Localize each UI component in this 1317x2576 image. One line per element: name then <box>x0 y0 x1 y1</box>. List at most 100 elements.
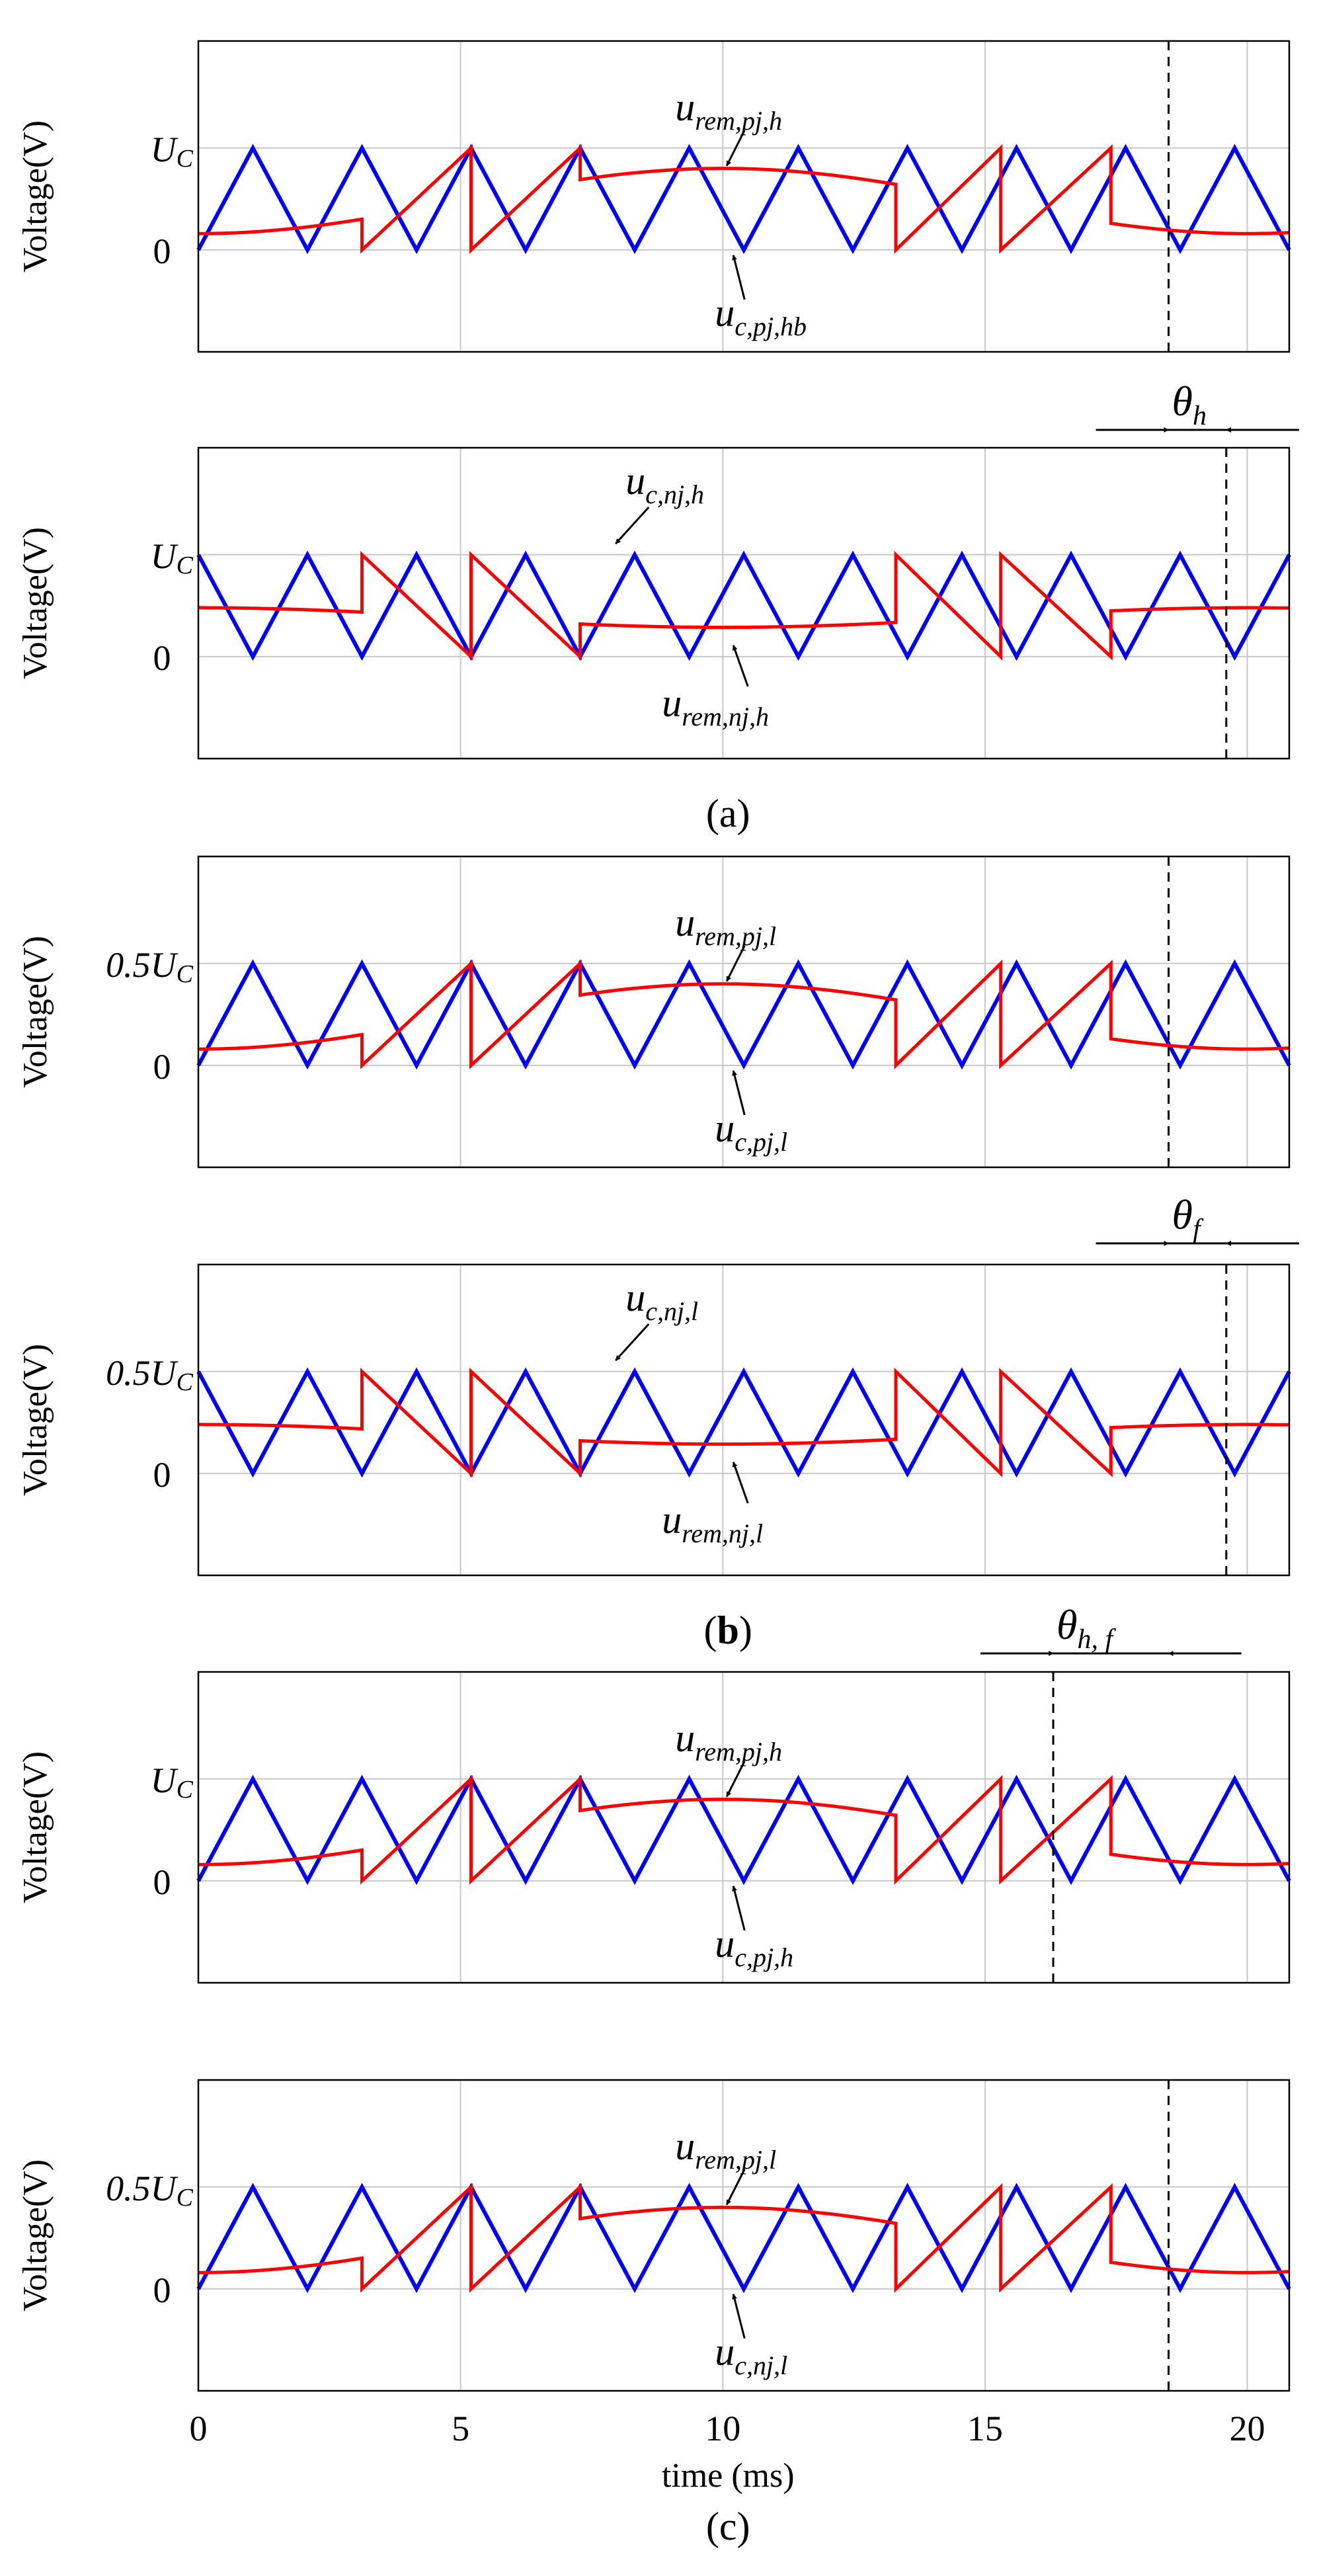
carrier-wave-c1 <box>196 1774 1291 1886</box>
annotation-arrow-b1-1 <box>732 1070 746 1116</box>
tick-sub: C <box>177 1776 194 1804</box>
reference-line-a2 <box>198 550 1290 661</box>
annotation-b1-1: uc,pj,l <box>715 1106 787 1157</box>
tick-sub: C <box>177 960 194 988</box>
phase-shift-theta-h: θh <box>1096 378 1299 433</box>
theta-f-label: θf <box>1172 1191 1204 1245</box>
y-tick-top-a1: UC <box>151 130 194 173</box>
gridlines-c2 <box>198 2080 1289 2391</box>
annotation-c1-1: uc,pj,h <box>715 1922 793 1972</box>
tick-main: U <box>151 130 179 169</box>
ann-sub: c,nj,l <box>645 1296 698 1326</box>
annotation-a1-0: urem,pj,h <box>675 85 782 136</box>
x-tick-0: 0 <box>190 2409 208 2448</box>
y-axis-label-a1: Voltage(V) <box>17 120 54 272</box>
annotation-arrow-a2-0 <box>615 506 650 545</box>
annotation-arrow-a1-0 <box>725 130 746 167</box>
annotation-arrow-c1-0 <box>725 1761 746 1798</box>
ann-sub: c,pj,h <box>735 1942 793 1972</box>
ann-sub: c,nj,l <box>735 2350 787 2380</box>
ann-main: u <box>675 1716 695 1760</box>
label-close: ) <box>739 1608 752 1652</box>
panel-b2: Voltage(V) 0.5UC 0 uc,nj,l urem,nj,l <box>17 1263 1291 1577</box>
ann-main: u <box>625 459 645 503</box>
y-tick-zero-c1: 0 <box>153 1862 171 1902</box>
ann-sub: c,nj,h <box>645 479 704 509</box>
y-axis-label-b1: Voltage(V) <box>17 936 54 1088</box>
plot-frame-c2 <box>197 2079 1291 2392</box>
annotation-a1-1: uc,pj,hb <box>715 291 807 341</box>
plot-frame-c1 <box>197 1671 1291 1984</box>
y-tick-zero-b2: 0 <box>153 1455 171 1495</box>
annotation-arrow-b2-1 <box>732 1462 749 1504</box>
y-tick-top-c2: 0.5UC <box>106 2169 194 2212</box>
carrier-wave-b1 <box>196 959 1291 1070</box>
x-tick-15: 15 <box>967 2409 1003 2448</box>
annotation-b2-0: uc,nj,l <box>625 1276 698 1326</box>
tick-main: U <box>151 1761 179 1800</box>
reference-wave-a2 <box>198 550 1290 661</box>
ann-main: u <box>625 1276 645 1319</box>
annotation-a2-0: uc,nj,h <box>625 459 704 509</box>
annotation-arrow-b1-0 <box>725 945 746 982</box>
ann-sub: rem,pj,h <box>695 1737 782 1766</box>
reference-wave-b2 <box>198 1367 1290 1477</box>
annotation-c1-0: urem,pj,h <box>675 1716 782 1766</box>
subfigure-label-c: (c) <box>706 2505 750 2548</box>
carrier-line-b2 <box>196 1367 1291 1478</box>
label-bold: b <box>717 1608 739 1652</box>
carrier-wave-a1 <box>196 144 1291 255</box>
theta-main: θ <box>1172 1191 1193 1238</box>
gridlines-b2 <box>198 1265 1289 1575</box>
tick-sub: C <box>177 1368 194 1396</box>
panel-c1: Voltage(V) UC 0 urem,pj,h uc,pj,h <box>17 1671 1291 1984</box>
panel-a2: Voltage(V) UC 0 uc,nj,h urem,nj,h <box>17 446 1291 760</box>
carrier-line-c2 <box>196 2182 1291 2294</box>
phase-shift-theta-f: θf <box>1096 1191 1299 1246</box>
reference-wave-c1 <box>198 1774 1290 1885</box>
annotation-arrow-c2-1 <box>732 2294 746 2339</box>
tick-sub: C <box>177 2184 194 2212</box>
carrier-line-b1 <box>196 959 1291 1070</box>
plot-frame-a1 <box>197 40 1291 353</box>
x-tick-5: 5 <box>452 2409 469 2448</box>
ann-main: u <box>675 2124 695 2168</box>
tick-sub: C <box>177 145 194 173</box>
y-tick-zero-b1: 0 <box>153 1047 171 1087</box>
ann-main: u <box>715 291 735 335</box>
carrier-wave-a2 <box>196 550 1291 661</box>
phase-shift-theta-hf: θh, f <box>980 1601 1242 1656</box>
tick-main: U <box>151 536 179 576</box>
reference-line-c2 <box>198 2182 1290 2293</box>
carrier-wave-b2 <box>196 1367 1291 1478</box>
ann-main: u <box>715 2330 735 2374</box>
theta-sub: f <box>1193 1214 1204 1245</box>
carrier-line-a2 <box>196 550 1291 661</box>
theta-sub: h <box>1193 401 1207 431</box>
reference-line-a1 <box>198 144 1290 254</box>
y-tick-zero-a1: 0 <box>153 231 171 271</box>
subfigure-label-b: (b) <box>704 1608 752 1652</box>
ann-sub: c,pj,l <box>735 1127 787 1157</box>
gridlines-c1 <box>198 1672 1289 1983</box>
annotation-arrow-a1-1 <box>732 255 746 300</box>
carrier-line-a1 <box>196 144 1291 255</box>
annotation-arrow-c1-1 <box>732 1886 746 1931</box>
x-tick-10: 10 <box>705 2409 740 2448</box>
y-tick-zero-c2: 0 <box>153 2270 171 2310</box>
annotation-b1-0: urem,pj,l <box>675 901 776 951</box>
ann-sub: c,pj,hb <box>735 312 807 341</box>
y-axis-label-a2: Voltage(V) <box>17 527 54 679</box>
plot-frame-b1 <box>197 855 1291 1169</box>
theta-main: θ <box>1057 1601 1077 1648</box>
y-axis-label-c1: Voltage(V) <box>17 1751 54 1903</box>
annotation-arrow-a2-1 <box>732 645 749 687</box>
theta-h-label: θh <box>1172 378 1207 431</box>
y-axis-label-c2: Voltage(V) <box>17 2159 54 2311</box>
ann-sub: rem,nj,l <box>682 1518 763 1548</box>
annotation-arrow-c2-0 <box>725 2169 746 2206</box>
ann-sub: rem,pj,l <box>695 2145 776 2175</box>
y-tick-zero-a2: 0 <box>153 638 171 678</box>
y-tick-top-a2: UC <box>151 536 194 579</box>
subfigure-label-a: (a) <box>706 792 750 835</box>
